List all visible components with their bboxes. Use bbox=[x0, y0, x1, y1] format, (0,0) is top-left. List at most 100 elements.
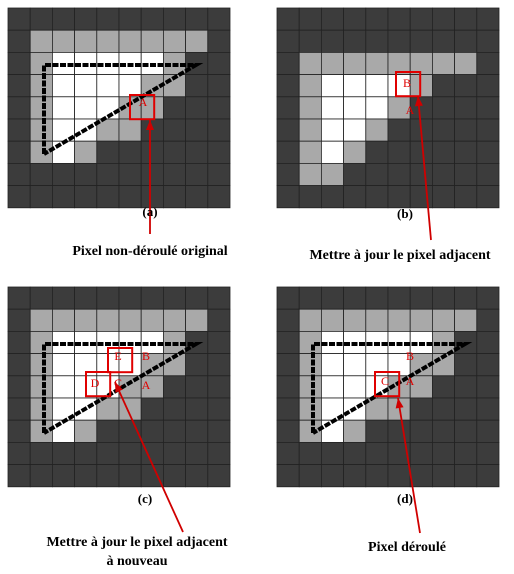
pixel bbox=[29, 353, 53, 377]
pixel bbox=[162, 7, 186, 31]
pixel bbox=[298, 162, 322, 186]
pixel bbox=[476, 140, 500, 164]
pixel bbox=[162, 140, 186, 164]
pixel bbox=[454, 96, 478, 120]
pixel bbox=[7, 162, 31, 186]
pixel bbox=[454, 419, 478, 443]
pixel bbox=[52, 96, 76, 120]
pixel bbox=[387, 7, 411, 31]
pixel bbox=[207, 74, 231, 98]
pixel bbox=[387, 162, 411, 186]
pixel bbox=[185, 185, 209, 209]
caption: à nouveau bbox=[106, 554, 167, 569]
pixel bbox=[365, 74, 389, 98]
pixel bbox=[207, 96, 231, 120]
pixel bbox=[185, 162, 209, 186]
pixel bbox=[343, 74, 367, 98]
pixel bbox=[52, 7, 76, 31]
pixel bbox=[365, 52, 389, 76]
pixel bbox=[140, 162, 164, 186]
pixel bbox=[140, 140, 164, 164]
pixel bbox=[162, 375, 186, 399]
pixel bbox=[276, 441, 300, 465]
pixel bbox=[29, 419, 53, 443]
arrow-head bbox=[115, 382, 123, 393]
pixel bbox=[29, 162, 53, 186]
pixel bbox=[276, 464, 300, 488]
pixel bbox=[276, 52, 300, 76]
pixel bbox=[454, 353, 478, 377]
pixel bbox=[343, 419, 367, 443]
pixel bbox=[409, 140, 433, 164]
pixel bbox=[207, 52, 231, 76]
pixel bbox=[454, 7, 478, 31]
pixel bbox=[96, 29, 120, 53]
pixel-letter: B bbox=[142, 349, 150, 363]
pixel bbox=[476, 185, 500, 209]
caption: Pixel déroulé bbox=[368, 540, 446, 555]
pixel bbox=[276, 185, 300, 209]
pixel bbox=[454, 441, 478, 465]
pixel bbox=[409, 397, 433, 421]
pixel bbox=[207, 441, 231, 465]
pixel bbox=[207, 162, 231, 186]
pixel bbox=[343, 375, 367, 399]
pixel bbox=[276, 7, 300, 31]
pixel bbox=[476, 308, 500, 332]
pixel bbox=[431, 286, 455, 310]
pixel-letter: C bbox=[114, 376, 122, 390]
pixel bbox=[298, 185, 322, 209]
pixel bbox=[7, 419, 31, 443]
pixel bbox=[162, 162, 186, 186]
pixel bbox=[454, 286, 478, 310]
pixel bbox=[7, 353, 31, 377]
pixel bbox=[298, 286, 322, 310]
pixel bbox=[7, 185, 31, 209]
pixel bbox=[431, 140, 455, 164]
pixel bbox=[207, 419, 231, 443]
pixel bbox=[29, 464, 53, 488]
pixel bbox=[365, 140, 389, 164]
pixel bbox=[118, 140, 142, 164]
pixel bbox=[276, 96, 300, 120]
pixel bbox=[431, 96, 455, 120]
pixel bbox=[52, 353, 76, 377]
pixel bbox=[476, 29, 500, 53]
pixel bbox=[185, 464, 209, 488]
pixel bbox=[276, 375, 300, 399]
pixel bbox=[365, 29, 389, 53]
pixel bbox=[118, 286, 142, 310]
pixel bbox=[207, 185, 231, 209]
pixel bbox=[29, 118, 53, 142]
pixel bbox=[7, 7, 31, 31]
pixel bbox=[118, 185, 142, 209]
pixel-letter: B bbox=[406, 349, 414, 363]
pixel bbox=[276, 29, 300, 53]
pixel bbox=[298, 464, 322, 488]
triangle-outline bbox=[42, 63, 204, 156]
pixel bbox=[320, 441, 344, 465]
pixel bbox=[365, 419, 389, 443]
pixel bbox=[29, 7, 53, 31]
pixel bbox=[409, 419, 433, 443]
pixel bbox=[343, 441, 367, 465]
pixel bbox=[298, 7, 322, 31]
pixel bbox=[185, 353, 209, 377]
pixel bbox=[409, 162, 433, 186]
pixel bbox=[365, 7, 389, 31]
pixel bbox=[431, 464, 455, 488]
pixel bbox=[7, 308, 31, 332]
pixel bbox=[207, 353, 231, 377]
pixel bbox=[96, 185, 120, 209]
pixel bbox=[74, 29, 98, 53]
pixel bbox=[409, 286, 433, 310]
pixel bbox=[29, 29, 53, 53]
pixel bbox=[185, 29, 209, 53]
pixel bbox=[431, 118, 455, 142]
pixel bbox=[409, 29, 433, 53]
pixel bbox=[7, 464, 31, 488]
pixel bbox=[207, 397, 231, 421]
pixel bbox=[365, 162, 389, 186]
pixel bbox=[387, 308, 411, 332]
pixel bbox=[365, 185, 389, 209]
